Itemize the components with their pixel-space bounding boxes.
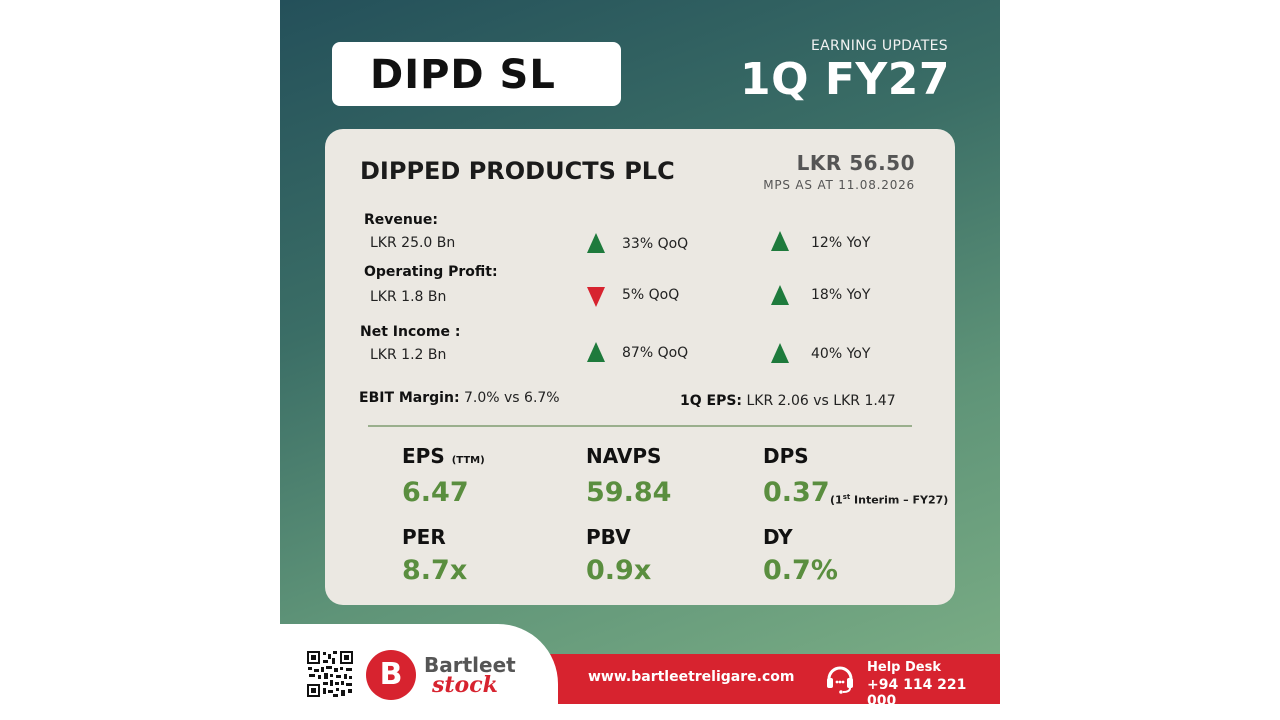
ratio-label-per: PER [402,525,446,549]
divider [368,425,912,427]
ratio-value-navps: 59.84 [586,477,672,508]
ticker-symbol: DIPD SL [370,52,556,98]
ratio-label-navps: NAVPS [586,444,662,468]
ratio-value-per: 8.7x [402,555,468,586]
ratio-value-eps: 6.47 [402,477,469,508]
up-arrow-icon [771,343,789,363]
results-card: DIPPED PRODUCTS PLC LKR 56.50 MPS AS AT … [325,129,955,605]
ttm-note: (TTM) [451,455,485,466]
share-price: LKR 56.50 [796,151,915,175]
net-income-qoq: 87% QoQ [622,345,689,361]
dps-note: (1st Interim – FY27) [830,493,949,507]
help-desk-label: Help Desk [867,660,941,675]
quarter-eps: 1Q EPS: LKR 2.06 vs LKR 1.47 [680,393,896,409]
up-arrow-icon [771,231,789,251]
ratio-label-pbv: PBV [586,525,631,549]
ratio-value-dy: 0.7% [763,555,838,586]
metric-label-net-income: Net Income : [360,324,461,340]
quarter-eps-value: LKR 2.06 vs LKR 1.47 [746,393,896,409]
revenue-yoy: 12% YoY [811,235,871,251]
headset-icon [827,666,853,694]
brand-name-top: Bartleet [424,653,516,677]
footer-red-band [510,654,1000,704]
ratio-value-dps: 0.37 [763,477,830,508]
ratio-label-dy: DY [763,525,793,549]
ratio-label-eps: EPS (TTM) [402,444,485,468]
metric-value-revenue: LKR 25.0 Bn [370,235,456,251]
fiscal-period: 1Q FY27 [740,54,950,105]
up-arrow-icon [587,233,605,253]
brand-name-bottom: stock [432,672,498,698]
help-desk-phone[interactable]: +94 114 221 000 [867,677,967,709]
ebit-margin: EBIT Margin: 7.0% vs 6.7% [359,390,560,406]
qr-code-icon[interactable] [306,650,354,698]
metric-value-net-income: LKR 1.2 Bn [370,347,447,363]
price-date-note: MPS AS AT 11.08.2026 [763,178,915,192]
company-name: DIPPED PRODUCTS PLC [360,157,675,185]
earnings-post: DIPD SL EARNING UPDATES 1Q FY27 DIPPED P… [280,0,1000,720]
ebit-margin-label: EBIT Margin: [359,390,460,406]
footer-bottom-strip [280,704,1000,720]
quarter-eps-label: 1Q EPS: [680,393,743,409]
website-link[interactable]: www.bartleetreligare.com [588,669,795,685]
earning-updates-label: EARNING UPDATES [810,38,948,54]
net-income-yoy: 40% YoY [811,346,871,362]
ratio-value-pbv: 0.9x [586,555,652,586]
brand-logo-icon: B [366,650,416,700]
up-arrow-icon [771,285,789,305]
ebit-margin-value: 7.0% vs 6.7% [464,390,560,406]
metric-label-operating-profit: Operating Profit: [364,264,498,280]
operating-profit-qoq: 5% QoQ [622,287,680,303]
metric-label-revenue: Revenue: [364,212,438,228]
up-arrow-icon [587,342,605,362]
ratio-label-dps: DPS [763,444,809,468]
down-arrow-icon [587,287,605,307]
metric-value-operating-profit: LKR 1.8 Bn [370,289,447,305]
operating-profit-yoy: 18% YoY [811,287,871,303]
revenue-qoq: 33% QoQ [622,236,689,252]
ticker-box: DIPD SL [332,42,621,106]
